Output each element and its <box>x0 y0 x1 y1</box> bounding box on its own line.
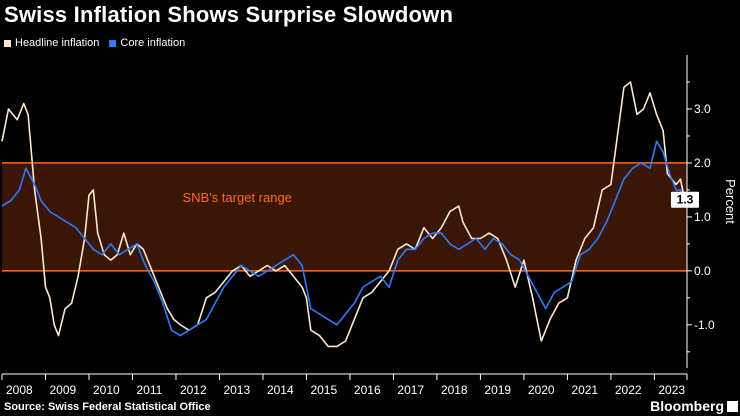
y-tick-label: 0.0 <box>694 264 711 278</box>
target-band-layer <box>2 162 687 272</box>
x-tick-label: 2021 <box>571 383 598 397</box>
y-tick-label: -1.0 <box>694 318 715 332</box>
axis-layer <box>1 55 692 380</box>
x-tick-label: 2022 <box>615 383 642 397</box>
x-tick-label: 2023 <box>658 383 685 397</box>
x-tick-label: 2016 <box>354 383 381 397</box>
y-tick-label: 2.0 <box>694 156 711 170</box>
last-value-badge <box>671 191 699 208</box>
x-tick-label: 2019 <box>484 383 511 397</box>
legend-label-core: Core inflation <box>120 37 186 49</box>
legend-item-headline: Headline inflation <box>4 37 99 49</box>
x-tick-label: 2018 <box>441 383 468 397</box>
y-axis-title: Percent <box>723 179 738 224</box>
legend-swatch-headline <box>4 39 11 47</box>
target-range-band <box>2 162 687 271</box>
x-tick-label: 2008 <box>6 383 33 397</box>
y-tick-label: 3.0 <box>694 102 711 116</box>
x-tick-label: 2011 <box>136 383 162 397</box>
last-value-label: 1.3 <box>677 193 694 207</box>
legend-label-headline: Headline inflation <box>15 37 100 49</box>
chart-title: Swiss Inflation Shows Surprise Slowdown <box>4 2 454 27</box>
y-tick-label: 1.0 <box>694 210 711 224</box>
brand-logo-text: Bloomberg <box>650 398 724 414</box>
x-tick-label: 2017 <box>397 383 424 397</box>
x-tick-label: 2015 <box>310 383 337 397</box>
x-tick-label: 2014 <box>267 383 294 397</box>
x-tick-label: 2012 <box>180 383 207 397</box>
legend-swatch-core <box>109 39 117 47</box>
legend-item-core: Core inflation <box>109 37 185 49</box>
series-line-headline <box>1 81 686 348</box>
series-line-core <box>1 140 686 337</box>
target-range-label: SNB's target range <box>182 190 291 205</box>
x-tick-label: 2020 <box>528 383 555 397</box>
label-layer: SNB's target range -1.0 0.0 1.0 2.0 3.0 2008 20… <box>6 102 738 397</box>
x-tick-label: 2010 <box>93 383 120 397</box>
series-layer <box>1 81 686 348</box>
x-tick-label: 2013 <box>223 383 250 397</box>
brand-mark-icon <box>727 401 738 412</box>
source-note: Source: Swiss Federal Statistical Office <box>4 401 211 413</box>
x-tick-label: 2009 <box>49 383 76 397</box>
legend: Headline inflation Core inflation <box>4 37 185 49</box>
